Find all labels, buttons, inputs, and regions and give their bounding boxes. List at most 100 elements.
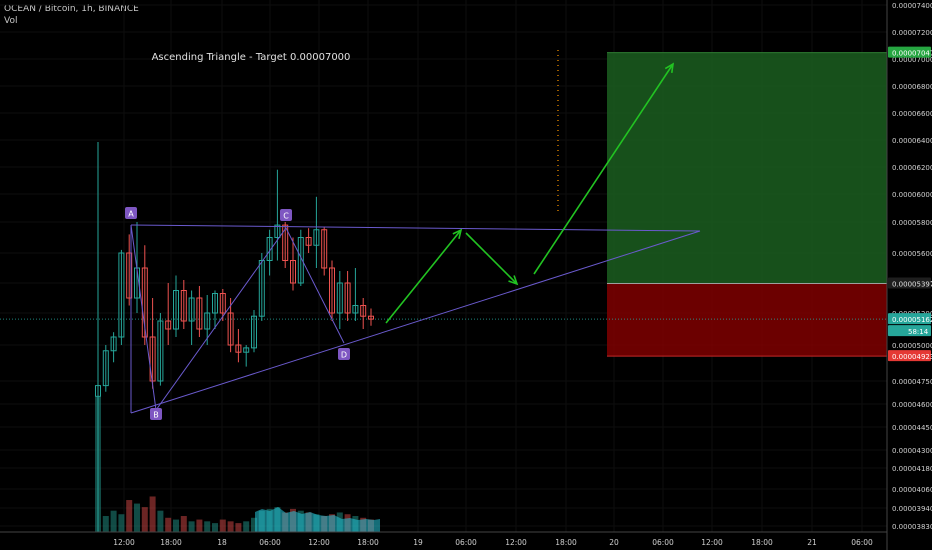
time-axis-label: 18:00 bbox=[357, 538, 379, 547]
volume-bar bbox=[188, 521, 195, 532]
pattern-zigzag bbox=[130, 224, 345, 412]
price-tag-text: 0.00004923 bbox=[892, 353, 932, 361]
price-axis: 0.00007400 0.00007200 0.00007000 0.00006800… bbox=[886, 0, 932, 550]
price-axis-label: 0.00005600 bbox=[892, 250, 932, 258]
price-tag-text: 0.00005162 bbox=[892, 316, 932, 324]
price-axis-bg bbox=[887, 0, 932, 550]
volume-bar bbox=[251, 517, 257, 532]
volume-bar bbox=[173, 519, 179, 532]
price-axis-label: 0.00003830 bbox=[892, 523, 932, 531]
candle bbox=[329, 260, 335, 321]
candle-body bbox=[149, 336, 156, 382]
time-axis: 12:00 18:00 18 06:00 12:00 18:00 19 06:00 12:00 1… bbox=[0, 531, 887, 547]
time-axis-label: 06:00 bbox=[851, 538, 873, 547]
candle-body bbox=[297, 237, 304, 284]
time-axis-label: 12:00 bbox=[701, 538, 723, 547]
time-axis-label: 21 bbox=[807, 538, 817, 547]
price-axis-label: 0.00004180 bbox=[892, 465, 932, 473]
time-axis-label: 06:00 bbox=[652, 538, 674, 547]
symbol-title[interactable]: OCEAN / Bitcoin, 1h, BINANCE bbox=[4, 4, 139, 14]
candle-body bbox=[352, 305, 359, 314]
time-axis-label: 18:00 bbox=[751, 538, 773, 547]
candle bbox=[165, 283, 172, 345]
candle bbox=[235, 329, 242, 363]
candle bbox=[243, 345, 250, 367]
triangle-support bbox=[130, 230, 701, 414]
price-axis-label: 0.00007000 bbox=[892, 56, 932, 64]
volume-bar bbox=[126, 500, 133, 532]
volume-bar bbox=[102, 516, 109, 532]
arrow-up-target-head bbox=[664, 62, 675, 74]
annotation-title: Ascending Triangle - Target 0.00007000 bbox=[152, 52, 351, 63]
volume-bar bbox=[165, 517, 172, 532]
time-axis-label: 18:00 bbox=[555, 538, 577, 547]
candle bbox=[157, 313, 164, 386]
candle-body bbox=[368, 315, 374, 320]
pattern-point-d-badge bbox=[338, 348, 350, 360]
price-axis-label: 0.00004600 bbox=[892, 401, 932, 409]
candle-body bbox=[266, 237, 273, 261]
volume-bar bbox=[204, 521, 211, 532]
arrow-down-head bbox=[508, 275, 519, 286]
price-tag-text: 0.00007047 bbox=[892, 50, 932, 58]
volume-bar bbox=[149, 496, 156, 532]
candle-body bbox=[157, 320, 164, 382]
pattern-point-c: C bbox=[283, 212, 289, 221]
candle bbox=[336, 271, 343, 329]
candle-body bbox=[180, 290, 187, 322]
candle-body bbox=[165, 320, 172, 330]
price-tag-bg bbox=[888, 350, 931, 362]
price-axis-label: 0.00006200 bbox=[892, 164, 932, 172]
price-tag-bg bbox=[888, 277, 931, 289]
candle bbox=[126, 234, 133, 306]
candle-body bbox=[173, 290, 179, 330]
candle-body bbox=[274, 224, 281, 239]
candle bbox=[227, 298, 234, 353]
candle bbox=[212, 290, 218, 329]
pattern-point-d: D bbox=[341, 351, 347, 360]
price-axis-label: 0.00006000 bbox=[892, 191, 932, 199]
arrow-up-target bbox=[533, 63, 674, 275]
time-axis-label: 06:00 bbox=[259, 538, 281, 547]
candle bbox=[110, 332, 117, 363]
price-axis-label: 0.00005000 bbox=[892, 342, 932, 350]
candle-body bbox=[290, 260, 296, 284]
time-axis-label: 06:00 bbox=[455, 538, 477, 547]
volume-bar bbox=[180, 516, 187, 532]
projection-arrows bbox=[385, 62, 675, 324]
candle-body bbox=[227, 312, 234, 346]
price-axis-label: 0.00005800 bbox=[892, 219, 932, 227]
candle bbox=[352, 268, 359, 321]
candle bbox=[118, 249, 125, 345]
candle-body bbox=[110, 336, 117, 352]
pattern-point-a-badge bbox=[125, 207, 137, 219]
candle bbox=[305, 228, 312, 253]
candle-body bbox=[126, 252, 133, 299]
triangle-resistance bbox=[130, 224, 701, 232]
volume-label[interactable]: Vol bbox=[4, 16, 18, 26]
candle-body bbox=[282, 224, 289, 262]
volume-bar bbox=[118, 514, 125, 532]
volume-bar bbox=[219, 519, 226, 532]
volume-bar bbox=[227, 521, 234, 532]
volume-bar bbox=[235, 523, 242, 532]
price-tag-text: 0.00005397 bbox=[892, 280, 932, 288]
candle-body bbox=[102, 350, 109, 387]
candle bbox=[188, 290, 195, 345]
price-tag-stop: 0.00004923 bbox=[888, 350, 932, 362]
candle-body bbox=[329, 267, 335, 314]
time-axis-label: 18 bbox=[217, 538, 227, 547]
candle-body bbox=[258, 260, 265, 317]
price-axis-label: 0.00006400 bbox=[892, 137, 932, 145]
volume-bar bbox=[212, 523, 218, 532]
volume-bar bbox=[196, 519, 203, 532]
candle bbox=[290, 237, 296, 291]
volume-bar bbox=[141, 507, 148, 532]
candle bbox=[368, 308, 374, 326]
price-axis-label: 0.00006600 bbox=[892, 110, 932, 118]
price-tag-entry: 0.00005397 bbox=[888, 277, 932, 289]
chart-header: OCEAN / Bitcoin, 1h, BINANCE Vol bbox=[4, 3, 139, 27]
pattern-point-b-badge bbox=[150, 408, 162, 420]
time-axis-label: 18:00 bbox=[160, 538, 182, 547]
